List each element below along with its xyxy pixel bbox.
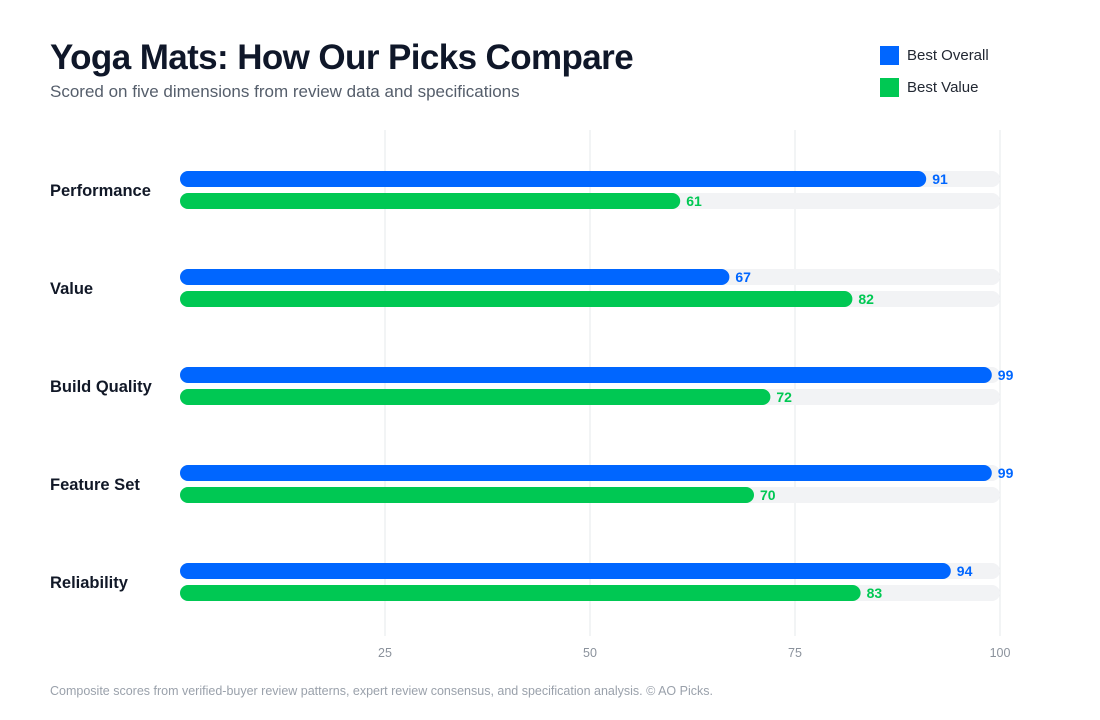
legend-item-best-value: Best Value — [880, 77, 989, 97]
bar-performance-best-overall — [180, 171, 927, 187]
bar-value-best-overall — [180, 269, 730, 285]
value-label-reliability-best-value: 83 — [867, 585, 883, 601]
tick-label-25: 25 — [378, 646, 392, 660]
bar-performance-best-value — [180, 193, 681, 209]
legend-swatch-best-overall — [880, 45, 899, 65]
value-label-feature-set-best-value: 70 — [760, 487, 776, 503]
category-label-value: Value — [50, 280, 93, 298]
value-label-value-best-overall: 67 — [735, 269, 751, 285]
bar-feature-set-best-value — [180, 487, 754, 503]
legend-swatch-best-value — [880, 77, 899, 97]
tick-label-100: 100 — [990, 646, 1011, 660]
value-label-value-best-value: 82 — [858, 291, 874, 307]
bar-reliability-best-value — [180, 585, 861, 601]
chart-legend: Best Overall Best Value — [880, 45, 989, 109]
chart-title: Yoga Mats: How Our Picks Compare — [50, 38, 634, 77]
value-label-feature-set-best-overall: 99 — [998, 465, 1014, 481]
bar-build-quality-best-value — [180, 389, 771, 405]
bar-build-quality-best-overall — [180, 367, 992, 383]
value-label-performance-best-value: 61 — [686, 193, 702, 209]
legend-label-best-value: Best Value — [907, 78, 979, 96]
legend-item-best-overall: Best Overall — [880, 45, 989, 65]
category-label-feature-set: Feature Set — [50, 476, 140, 494]
category-label-performance: Performance — [50, 182, 151, 200]
bar-reliability-best-overall — [180, 563, 951, 579]
bar-feature-set-best-overall — [180, 465, 992, 481]
chart-subtitle: Scored on five dimensions from review da… — [50, 82, 520, 101]
value-label-build-quality-best-overall: 99 — [998, 367, 1014, 383]
value-label-reliability-best-overall: 94 — [957, 563, 973, 579]
bar-value-best-value — [180, 291, 853, 307]
category-label-reliability: Reliability — [50, 574, 129, 592]
category-label-build-quality: Build Quality — [50, 378, 153, 396]
tick-label-50: 50 — [583, 646, 597, 660]
legend-label-best-overall: Best Overall — [907, 46, 989, 64]
value-label-build-quality-best-value: 72 — [776, 389, 792, 405]
tick-label-75: 75 — [788, 646, 802, 660]
chart-footnote: Composite scores from verified-buyer rev… — [50, 684, 713, 698]
value-label-performance-best-overall: 91 — [932, 171, 948, 187]
